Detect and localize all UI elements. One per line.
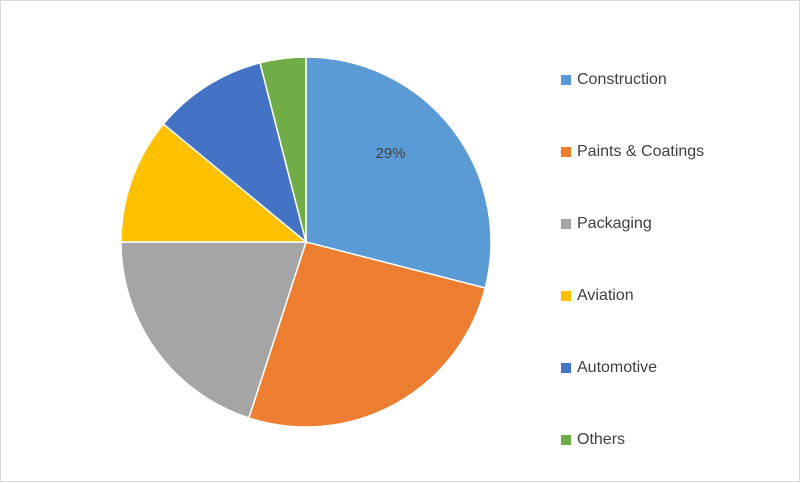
- pie-slice-aviation: [120, 123, 309, 243]
- legend-swatch: [561, 291, 571, 301]
- pie-slice-automotive: [162, 61, 308, 245]
- legend: Construction Paints & Coatings Packaging Av…: [561, 71, 791, 461]
- legend-item-automotive: Automotive: [561, 359, 657, 377]
- legend-swatch: [561, 147, 571, 157]
- data-label-construction: 29%: [376, 145, 406, 162]
- legend-label: Paints & Coatings: [577, 143, 705, 160]
- legend-item-aviation: Aviation: [561, 287, 634, 305]
- pie-data-labels: 29%: [376, 145, 406, 162]
- legend-swatch: [561, 363, 571, 373]
- legend-swatch: [561, 219, 571, 229]
- pie-slices: [120, 56, 492, 428]
- legend-label: Aviation: [577, 287, 634, 304]
- pie-slice-construction: [305, 56, 492, 289]
- legend-item-packaging: Packaging: [561, 215, 652, 233]
- legend-item-others: Others: [561, 431, 625, 449]
- pie-slice-others: [259, 56, 307, 243]
- legend-label: Construction: [577, 71, 667, 88]
- pie-slice-packaging: [120, 241, 308, 419]
- legend-swatch: [561, 75, 571, 85]
- pie-slice-paints-coatings: [247, 241, 487, 428]
- legend-swatch: [561, 435, 571, 445]
- legend-item-paints-coatings: Paints & Coatings: [561, 143, 704, 161]
- legend-label: Others: [577, 431, 626, 448]
- legend-item-construction: Construction: [561, 71, 667, 89]
- legend-label: Automotive: [577, 359, 658, 376]
- legend-label: Packaging: [577, 215, 652, 232]
